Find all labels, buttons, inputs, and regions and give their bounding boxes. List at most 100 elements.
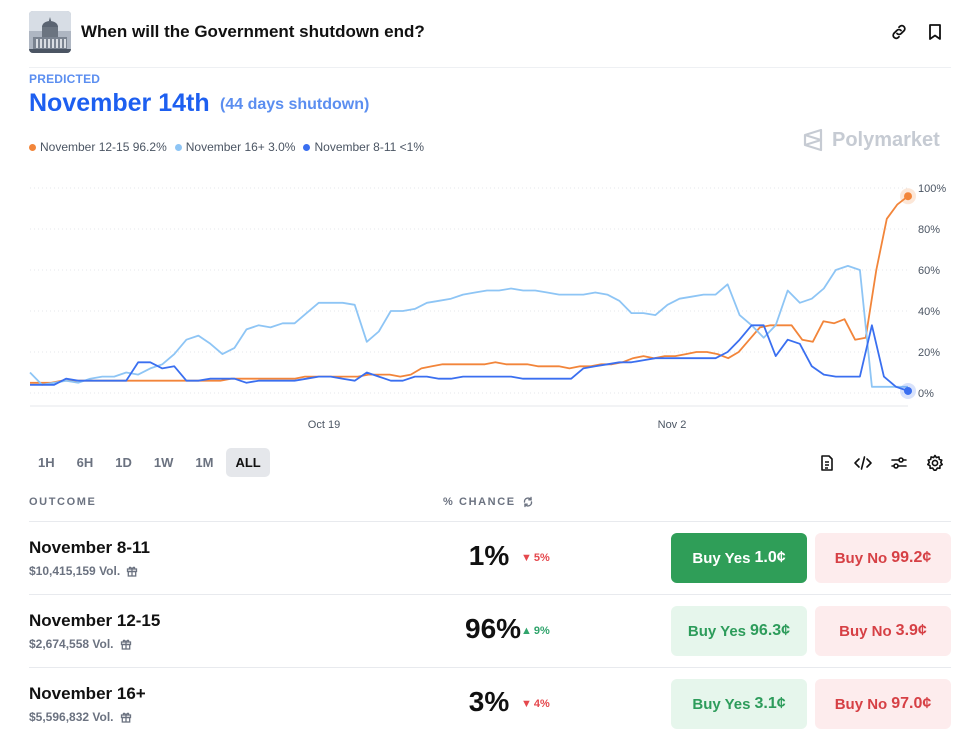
range-1m[interactable]: 1M <box>195 455 214 470</box>
buy-no-button[interactable]: Buy No 99.2¢ <box>815 533 951 583</box>
settings-gear-icon[interactable] <box>925 453 945 473</box>
market-title: When will the Government shutdown end? <box>81 22 425 41</box>
chance-column-header: % CHANCE <box>443 496 534 508</box>
price-chart: 100% 80% 60% 40% 20% 0% Oct 19 Nov 2 <box>0 170 972 440</box>
buy-no-button[interactable]: Buy No 3.9¢ <box>815 606 951 656</box>
range-6h[interactable]: 6H <box>76 455 94 470</box>
embed-code-icon[interactable] <box>853 453 873 473</box>
gift-icon[interactable] <box>126 565 138 577</box>
chart-end-markers <box>900 188 916 399</box>
chance-change: ▲ 9% <box>521 625 550 637</box>
buy-no-button[interactable]: Buy No 97.0¢ <box>815 679 951 729</box>
table-divider <box>29 667 951 668</box>
y-tick-label: 100% <box>918 183 946 195</box>
outcome-name: November 16+ <box>29 684 146 703</box>
volume-text: $2,674,558 Vol. <box>29 637 114 651</box>
gift-icon[interactable] <box>120 638 132 650</box>
x-tick-label: Oct 19 <box>308 419 340 431</box>
series-line <box>29 265 908 388</box>
outcome-row[interactable]: November 12-15 $2,674,558 Vol. 96% ▲ 9% … <box>29 595 951 668</box>
outcome-name: November 12-15 <box>29 611 161 630</box>
change-down-icon: ▼ <box>521 552 532 564</box>
chart-svg: 100% 80% 60% 40% 20% 0% Oct 19 Nov 2 <box>29 183 946 431</box>
legend-label: November 8-11 <1% <box>314 140 424 154</box>
chance-change: ▼ 5% <box>521 552 550 564</box>
link-icon[interactable] <box>888 21 910 43</box>
range-1w[interactable]: 1W <box>153 455 174 470</box>
buy-yes-button[interactable]: Buy Yes 3.1¢ <box>671 679 807 729</box>
table-divider <box>29 594 951 595</box>
legend-label: November 12-15 96.2% <box>40 140 167 154</box>
volume-text: $5,596,832 Vol. <box>29 710 114 724</box>
legend-item: November 8-11 <1% <box>303 140 424 154</box>
buy-yes-label: Buy Yes <box>692 695 751 713</box>
change-value: 5% <box>533 552 550 564</box>
buy-yes-price: 96.3¢ <box>750 622 791 639</box>
chart-grid <box>30 187 908 407</box>
outcome-volume: $10,415,159 Vol. <box>29 564 138 578</box>
legend-dot <box>174 143 182 151</box>
x-tick-label: Nov 2 <box>658 419 687 431</box>
predicted-label: PREDICTED <box>29 72 101 86</box>
buy-no-label: Buy No <box>839 622 892 640</box>
buy-yes-price: 3.1¢ <box>754 695 786 712</box>
change-up-icon: ▲ <box>521 625 532 637</box>
outcome-chance: 96% <box>465 613 522 644</box>
legend-dot <box>303 143 311 151</box>
polymarket-logo-icon <box>803 128 823 152</box>
buy-no-label: Buy No <box>834 549 888 567</box>
time-range-selector: 1H 6H 1D 1W 1M ALL <box>29 448 270 477</box>
header-divider <box>29 67 951 68</box>
predicted-subtitle: (44 days shutdown) <box>220 96 370 113</box>
legend-label: November 16+ 3.0% <box>185 140 296 154</box>
chance-change: ▼ 4% <box>521 698 550 710</box>
outcome-row[interactable]: November 16+ $5,596,832 Vol. 3% ▼ 4% Buy… <box>29 668 951 729</box>
change-down-icon: ▼ <box>521 698 532 710</box>
document-icon[interactable] <box>817 453 837 473</box>
y-tick-label: 40% <box>918 306 940 318</box>
chart-y-axis: 100% 80% 60% 40% 20% 0% <box>918 183 946 400</box>
market-header: When will the Government shutdown end? <box>29 11 951 53</box>
outcome-chance: 1% <box>468 540 510 571</box>
series-line <box>30 324 909 392</box>
table-divider <box>29 521 951 522</box>
polymarket-watermark: Polymarket <box>802 128 940 152</box>
bookmark-icon[interactable] <box>924 21 946 43</box>
legend-dot <box>29 143 36 151</box>
brand-name: Polymarket <box>832 128 940 151</box>
capitol-thumbnail <box>29 11 71 53</box>
refresh-icon[interactable] <box>522 496 534 508</box>
buy-yes-price: 1.0¢ <box>754 549 786 566</box>
outcome-row[interactable]: November 8-11 $10,415,159 Vol. 1% ▼ 5% B… <box>29 522 951 595</box>
legend-item: November 16+ 3.0% <box>174 140 296 154</box>
volume-text: $10,415,159 Vol. <box>29 564 121 578</box>
range-all[interactable]: ALL <box>226 448 270 477</box>
outcome-volume: $2,674,558 Vol. <box>29 637 132 651</box>
range-1d[interactable]: 1D <box>115 455 132 470</box>
outcome-name: November 8-11 <box>29 538 150 557</box>
y-tick-label: 80% <box>918 224 940 236</box>
legend-item: November 12-15 96.2% <box>29 140 167 154</box>
buy-yes-button[interactable]: Buy Yes 96.3¢ <box>671 606 807 656</box>
chart-legend: November 12-15 96.2% November 16+ 3.0% N… <box>29 140 424 154</box>
buy-no-price: 99.2¢ <box>891 549 932 566</box>
chart-x-axis: Oct 19 Nov 2 <box>308 419 687 431</box>
series-end-dot <box>904 192 912 201</box>
range-1h[interactable]: 1H <box>38 455 55 470</box>
buy-yes-button[interactable]: Buy Yes 1.0¢ <box>671 533 807 583</box>
buy-yes-label: Buy Yes <box>687 622 747 640</box>
change-value: 9% <box>533 625 550 637</box>
y-tick-label: 60% <box>918 265 940 277</box>
buy-no-price: 3.9¢ <box>895 622 927 639</box>
chance-column-label: % CHANCE <box>443 496 516 508</box>
buy-no-price: 97.0¢ <box>891 695 932 712</box>
y-tick-label: 0% <box>918 388 934 400</box>
gift-icon[interactable] <box>120 711 132 723</box>
buy-no-label: Buy No <box>834 695 888 713</box>
buy-yes-label: Buy Yes <box>692 549 751 567</box>
outcome-column-header: OUTCOME <box>29 496 97 508</box>
series-end-dot <box>904 386 912 395</box>
series-line <box>30 195 909 384</box>
sliders-icon[interactable] <box>889 453 909 473</box>
change-value: 4% <box>533 698 550 710</box>
